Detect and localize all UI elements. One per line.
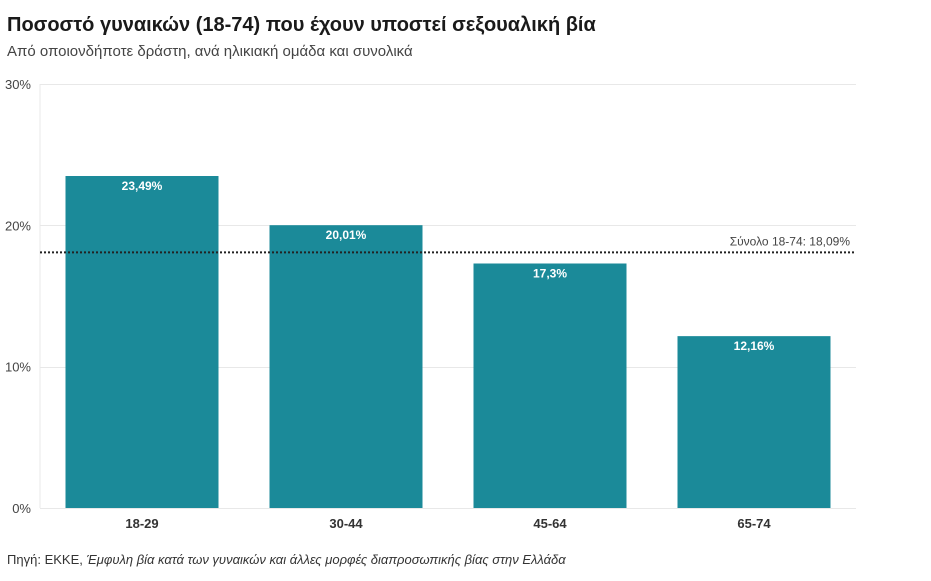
y-tick-label: 0% — [12, 501, 31, 516]
reference-line-label: Σύνολο 18-74: 18,09% — [730, 234, 851, 248]
bar — [269, 225, 423, 508]
x-tick-label: 65-74 — [737, 516, 771, 531]
y-tick-label: 30% — [5, 77, 31, 92]
x-tick-label: 18-29 — [125, 516, 158, 531]
source-prefix: Πηγή: ΕΚΚΕ, — [7, 552, 87, 567]
bar-value-label: 12,16% — [734, 339, 775, 353]
y-axis: 0% 10% 20% 30% — [5, 77, 31, 516]
source-note: Πηγή: ΕΚΚΕ, Έμφυλη βία κατά των γυναικών… — [7, 552, 566, 567]
y-tick-label: 20% — [5, 218, 31, 233]
bar-value-label: 23,49% — [122, 179, 163, 193]
bar — [473, 263, 627, 508]
chart-subtitle: Από οποιονδήποτε δράστη, ανά ηλικιακή ομ… — [7, 43, 413, 60]
bar-value-label: 20,01% — [326, 228, 367, 242]
bar — [677, 336, 831, 508]
reference-line-group: Σύνολο 18-74: 18,09% — [40, 234, 856, 254]
x-tick-label: 30-44 — [329, 516, 363, 531]
bar — [65, 176, 219, 508]
bar-value-label: 17,3% — [533, 266, 567, 280]
chart-title: Ποσοστό γυναικών (18-74) που έχουν υποστ… — [7, 14, 596, 36]
y-tick-label: 10% — [5, 360, 31, 375]
x-axis: 18-29 30-44 45-64 65-74 — [125, 516, 771, 531]
bars: 23,49% 20,01% 17,3% 12,16% — [65, 176, 831, 508]
x-tick-label: 45-64 — [533, 516, 567, 531]
source-title: Έμφυλη βία κατά των γυναικών και άλλες μ… — [86, 552, 566, 567]
